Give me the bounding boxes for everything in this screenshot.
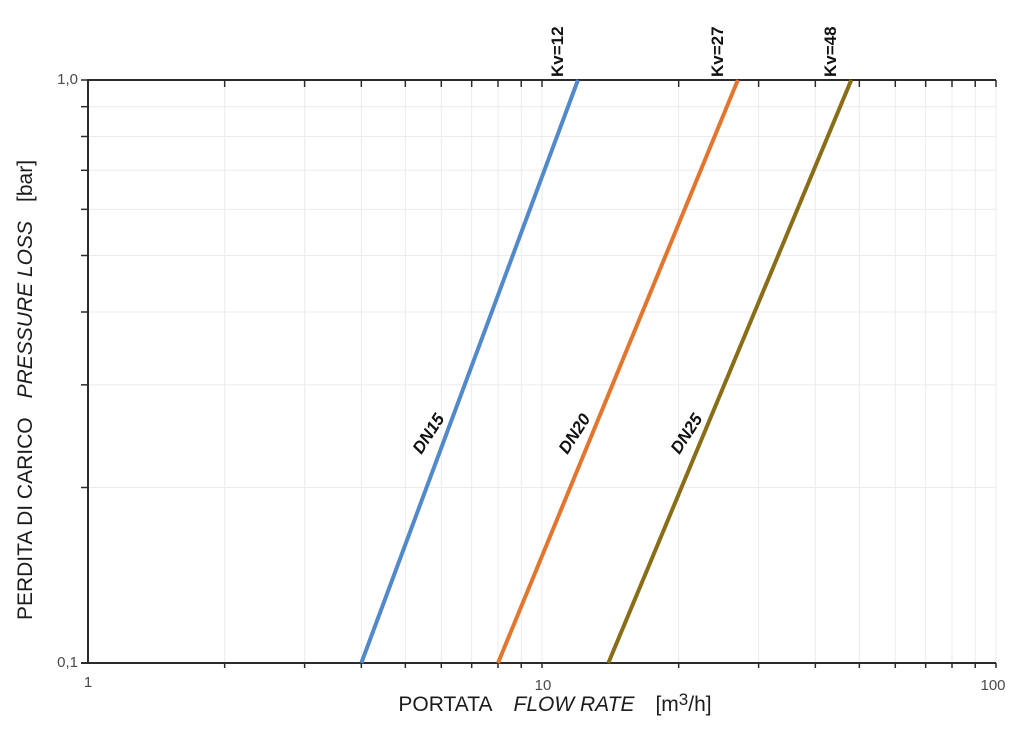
- kv-label-dn15: Kv=12: [547, 26, 567, 77]
- y-tick-label-0-1: 0,1: [57, 654, 78, 671]
- series-lines: [359, 79, 854, 664]
- y-tick-label-1-0: 1,0: [57, 71, 78, 88]
- y-axis-title-italian: PERDITA DI CARICO: [14, 417, 37, 621]
- kv-label-dn25: Kv=48: [821, 26, 841, 77]
- x-axis-title: PORTATA FLOW RATE [m3/h]: [255, 690, 855, 717]
- x-axis-unit: [m3/h]: [655, 690, 712, 716]
- y-axis-title-english: PRESSURE LOSS: [14, 220, 37, 399]
- axes: [81, 79, 996, 664]
- gridlines: [88, 80, 997, 663]
- series-line-dn15: [359, 79, 580, 664]
- x-tick-label-10: 10: [534, 677, 552, 694]
- axis-ticks: [81, 79, 997, 668]
- series-line-dn20: [496, 79, 740, 664]
- x-tick-label-1: 1: [83, 674, 93, 691]
- kv-label-dn20: Kv=27: [707, 26, 727, 77]
- x-axis-unit-exponent: 3: [678, 690, 689, 709]
- series-line-dn25: [606, 79, 854, 664]
- x-tick-label-100: 100: [980, 677, 1006, 694]
- y-axis-unit: [bar]: [14, 159, 37, 202]
- y-axis-title: PERDITA DI CARICO PRESSURE LOSS [bar]: [14, 160, 38, 620]
- x-axis-title-italian: PORTATA: [398, 693, 493, 716]
- x-axis-title-english: FLOW RATE: [513, 693, 635, 716]
